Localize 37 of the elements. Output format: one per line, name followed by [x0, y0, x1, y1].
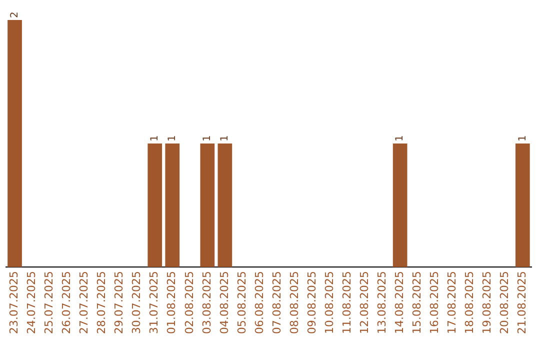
data-label: 1 — [166, 135, 178, 142]
x-tick-label: 15.08.2025 — [410, 271, 424, 334]
x-tick-label: 24.07.2025 — [25, 271, 38, 334]
x-tick-label: 31.07.2025 — [148, 271, 161, 334]
x-tick-label: 03.08.2025 — [200, 271, 214, 334]
x-tick-label: 26.07.2025 — [60, 271, 74, 334]
x-tick-label: 20.08.2025 — [498, 271, 512, 334]
x-tick-label: 11.08.2025 — [340, 271, 354, 334]
x-tick-label: 04.08.2025 — [218, 271, 231, 334]
x-tick-label: 02.08.2025 — [182, 271, 196, 334]
data-label: 1 — [149, 135, 160, 142]
x-tick-label: 19.08.2025 — [480, 271, 494, 334]
x-tick-label: 06.08.2025 — [252, 271, 266, 334]
x-tick-label: 25.07.2025 — [42, 271, 56, 334]
data-label: 1 — [202, 135, 214, 142]
x-tick-label: 01.08.2025 — [165, 271, 178, 334]
x-tick-label: 14.08.2025 — [392, 271, 406, 334]
data-label: 1 — [517, 135, 528, 142]
x-tick-label: 09.08.2025 — [305, 271, 318, 334]
data-label: 1 — [394, 135, 406, 142]
x-tick-label: 23.07.2025 — [8, 271, 21, 334]
x-tick-label: 17.08.2025 — [445, 271, 458, 334]
x-tick-label: 29.07.2025 — [112, 271, 126, 334]
x-tick-label: 28.07.2025 — [95, 271, 108, 334]
x-tick-label: 07.08.2025 — [270, 271, 284, 334]
x-tick-label: 30.07.2025 — [130, 271, 144, 334]
x-tick-label: 18.08.2025 — [462, 271, 476, 334]
x-tick-label: 05.08.2025 — [235, 271, 248, 334]
x-tick-label: 10.08.2025 — [322, 271, 336, 334]
x-tick-label: 16.08.2025 — [428, 271, 441, 334]
data-label: 2 — [9, 12, 20, 18]
x-tick-label: 27.07.2025 — [78, 271, 91, 334]
x-tick-label: 12.08.2025 — [358, 271, 371, 334]
data-label: 1 — [220, 135, 231, 142]
x-tick-label: 08.08.2025 — [288, 271, 301, 334]
x-tick-label: 21.08.2025 — [516, 271, 529, 334]
x-tick-label: 13.08.2025 — [375, 271, 388, 334]
